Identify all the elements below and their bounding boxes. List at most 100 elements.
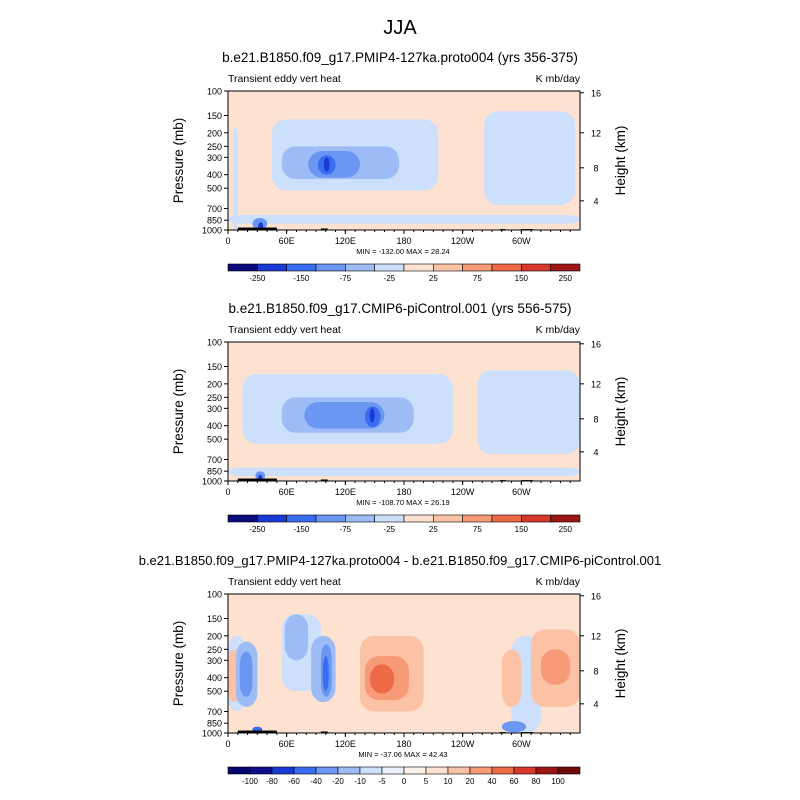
- contour-region: [228, 215, 580, 224]
- y-tick-label: 700: [207, 707, 222, 717]
- colorbar-box: [521, 514, 551, 523]
- y-tick-label: 150: [207, 111, 222, 121]
- terrain: [237, 227, 277, 230]
- colorbar-box: [491, 263, 522, 272]
- y-tick-label: 700: [207, 204, 222, 214]
- panel-left-label: Transient eddy vert heat: [228, 73, 341, 85]
- contour-region: [501, 649, 522, 707]
- min-max-stats: MIN = -37.06 MAX = 42.43: [358, 750, 447, 759]
- y-tick-label: 1000: [202, 729, 222, 739]
- colorbar-box: [227, 263, 258, 272]
- colorbar-box: [550, 263, 581, 272]
- y-right-tick-label: 12: [591, 128, 601, 138]
- colorbar-label: -20: [332, 777, 344, 786]
- colorbar-label: 25: [429, 274, 438, 283]
- x-tick-label: 180: [396, 487, 411, 497]
- x-tick-label: 120W: [451, 236, 475, 246]
- colorbar-label: 40: [488, 777, 497, 786]
- y-tick-label: 300: [207, 404, 222, 414]
- colorbar-label: 150: [515, 274, 529, 283]
- colorbar-label: 75: [473, 274, 482, 283]
- contour-region: [323, 157, 330, 172]
- y-axis-label: Pressure (mb): [171, 369, 186, 455]
- x-tick-label: 0: [225, 487, 230, 497]
- colorbar-box: [521, 263, 551, 272]
- colorbar-label: -5: [378, 777, 386, 786]
- y-tick-label: 100: [207, 338, 222, 348]
- y-tick-label: 200: [207, 631, 222, 641]
- colorbar-box: [469, 766, 493, 775]
- y-right-tick-label: 12: [591, 631, 601, 641]
- colorbar-box: [337, 766, 361, 775]
- colorbar-label: -80: [266, 777, 278, 786]
- y-tick-label: 150: [207, 362, 222, 372]
- colorbar-box: [491, 514, 522, 523]
- y-right-tick-label: 4: [593, 447, 598, 457]
- colorbar-box: [315, 766, 339, 775]
- colorbar-box: [425, 766, 449, 775]
- colorbar-label: 250: [559, 525, 573, 534]
- colorbar-box: [535, 766, 559, 775]
- colorbar-box: [345, 263, 375, 272]
- colorbar-box: [374, 514, 405, 523]
- colorbar-label: -75: [340, 274, 352, 283]
- colorbar: -250 -150 -75 -25 25 75 150 250: [227, 514, 581, 534]
- contour-region: [477, 370, 580, 455]
- y-tick-label: 1000: [202, 477, 222, 487]
- colorbar-box: [403, 263, 434, 272]
- y-tick-label: 500: [207, 184, 222, 194]
- panel-left-label: Transient eddy vert heat: [228, 324, 341, 336]
- contour-region: [540, 649, 571, 685]
- y-tick-label: 500: [207, 687, 222, 697]
- min-max-stats: MIN = -132.00 MAX = 28.24: [356, 247, 449, 256]
- y-right-tick-label: 8: [593, 414, 598, 424]
- x-tick-label: 120W: [451, 739, 475, 749]
- y-right-tick-label: 4: [593, 699, 598, 709]
- y-right-tick-label: 16: [591, 339, 601, 349]
- colorbar-label: -100: [242, 777, 259, 786]
- colorbar-box: [249, 766, 273, 775]
- y-right-tick-label: 16: [591, 591, 601, 601]
- x-tick-label: 60E: [279, 236, 295, 246]
- colorbar-label: -25: [384, 274, 396, 283]
- y-tick-label: 400: [207, 170, 222, 180]
- y-tick-label: 700: [207, 455, 222, 465]
- terrain: [237, 478, 277, 481]
- y-tick-label: 850: [207, 216, 222, 226]
- y-tick-label: 250: [207, 393, 222, 403]
- y-tick-label: 200: [207, 379, 222, 389]
- terrain: [320, 731, 328, 733]
- terrain: [237, 730, 277, 733]
- terrain: [320, 479, 328, 481]
- contour-region: [304, 401, 385, 429]
- x-tick-label: 120E: [335, 739, 356, 749]
- y-axis-right-label: Height (km): [613, 629, 628, 699]
- terrain: [320, 228, 328, 230]
- y-tick-label: 400: [207, 421, 222, 431]
- colorbar-label: 20: [466, 777, 475, 786]
- colorbar-label: 80: [532, 777, 541, 786]
- colorbar-box: [227, 766, 251, 775]
- y-tick-label: 850: [207, 467, 222, 477]
- colorbar: -250 -150 -75 -25 25 75 150 250: [227, 263, 581, 283]
- y-tick-label: 400: [207, 673, 222, 683]
- y-right-tick-label: 16: [591, 88, 601, 98]
- colorbar-label: -150: [293, 525, 310, 534]
- colorbar-box: [374, 263, 405, 272]
- contour-region: [284, 614, 309, 661]
- y-axis-right-label: Height (km): [613, 377, 628, 447]
- y-axis-label: Pressure (mb): [171, 621, 186, 707]
- x-tick-label: 120W: [451, 487, 475, 497]
- panels: b.e21.B1850.f09_g17.PMIP4-127ka.proto004…: [139, 50, 662, 786]
- y-tick-label: 250: [207, 142, 222, 152]
- colorbar-box: [315, 263, 346, 272]
- contour-field: [228, 91, 580, 230]
- contour-region: [232, 126, 238, 230]
- y-tick-label: 100: [207, 590, 222, 600]
- colorbar-box: [403, 514, 434, 523]
- y-right-tick-label: 8: [593, 163, 598, 173]
- colorbar-label: 250: [559, 274, 573, 283]
- colorbar-box: [403, 766, 427, 775]
- x-tick-label: 60E: [279, 739, 295, 749]
